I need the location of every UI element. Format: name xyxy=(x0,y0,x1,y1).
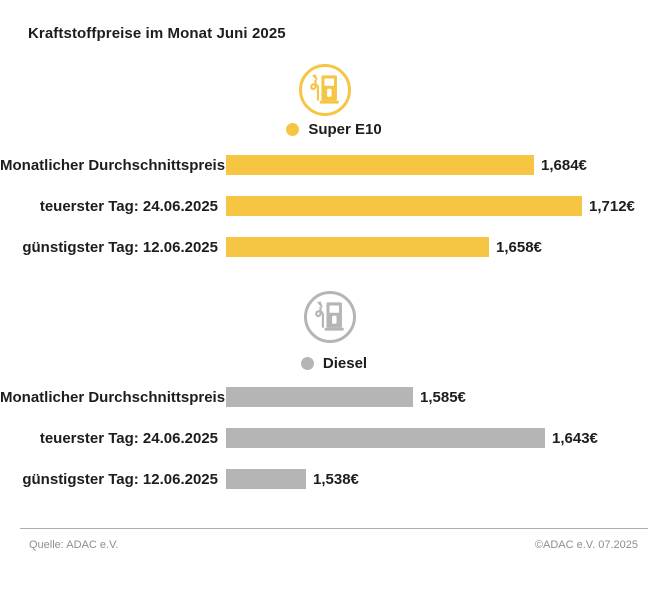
category-label-average: Monatlicher Durchschnittspreis xyxy=(0,156,226,174)
bar-super-max xyxy=(226,196,582,216)
bar-row-super-average: Monatlicher Durchschnittspreis 1,684€ xyxy=(0,155,668,175)
category-label-average: Monatlicher Durchschnittspreis xyxy=(0,388,226,406)
fuel-pump-icon xyxy=(299,64,351,116)
legend-diesel: Diesel xyxy=(0,354,668,372)
value-label-super-min: 1,658€ xyxy=(496,238,542,256)
value-label-diesel-average: 1,585€ xyxy=(420,388,466,406)
legend-super-e10: Super E10 xyxy=(0,120,668,138)
bar-diesel-min xyxy=(226,469,306,489)
bar-row-diesel-min: günstigster Tag: 12.06.2025 1,538€ xyxy=(0,469,668,489)
legend-dot-diesel xyxy=(300,356,314,370)
bar-row-super-min: günstigster Tag: 12.06.2025 1,658€ xyxy=(0,237,668,257)
legend-label-diesel: Diesel xyxy=(322,354,368,372)
bar-diesel-average xyxy=(226,387,413,407)
category-label-min: günstigster Tag: 12.06.2025 xyxy=(22,470,218,488)
legend-label-super-e10: Super E10 xyxy=(308,120,382,138)
category-label-max: teuerster Tag: 24.06.2025 xyxy=(39,429,218,447)
footer-divider xyxy=(20,528,648,529)
bar-diesel-max xyxy=(226,428,545,448)
bar-super-average xyxy=(226,155,534,175)
value-label-super-average: 1,684€ xyxy=(541,156,587,174)
page-title: Kraftstoffpreise im Monat Juni 2025 xyxy=(28,25,286,42)
bar-super-min xyxy=(226,237,489,257)
value-label-diesel-max: 1,643€ xyxy=(552,429,598,447)
source-text: Quelle: ADAC e.V. xyxy=(29,539,119,551)
category-label-min: günstigster Tag: 12.06.2025 xyxy=(22,238,218,256)
value-label-diesel-min: 1,538€ xyxy=(313,470,359,488)
fuel-pump-glyph xyxy=(310,74,339,104)
legend-dot-super-e10 xyxy=(286,122,300,136)
category-label-max: teuerster Tag: 24.06.2025 xyxy=(39,197,218,215)
bar-row-diesel-max: teuerster Tag: 24.06.2025 1,643€ xyxy=(0,428,668,448)
value-label-super-max: 1,712€ xyxy=(589,197,635,215)
copyright-text: ©ADAC e.V. 07.2025 xyxy=(534,539,638,551)
fuel-pump-glyph xyxy=(315,301,344,331)
fuel-pump-icon xyxy=(304,291,356,343)
bar-row-super-max: teuerster Tag: 24.06.2025 1,712€ xyxy=(0,196,668,216)
bar-row-diesel-average: Monatlicher Durchschnittspreis 1,585€ xyxy=(0,387,668,407)
